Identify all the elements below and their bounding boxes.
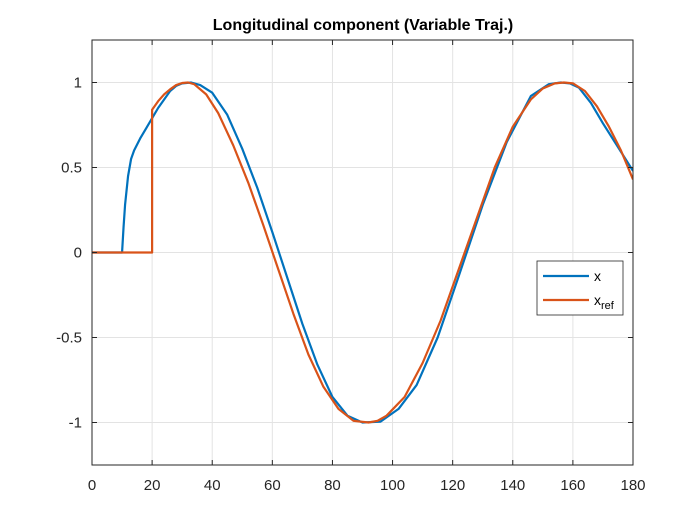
- series-line-x-ref: [92, 81, 633, 424]
- legend: x xref: [536, 260, 624, 316]
- legend-label-x: x: [594, 268, 601, 284]
- tick-labels: 0 20 40 60 80 100 120 140 160 180 -1 -0.5 0 0.5 1: [56, 75, 645, 495]
- x-tick-label-4: 80: [324, 477, 341, 494]
- x-tick-label-2: 40: [204, 477, 221, 494]
- x-tick-label-8: 160: [560, 477, 585, 494]
- y-tick-label-1: -0.5: [56, 330, 82, 347]
- legend-box: [536, 260, 624, 316]
- series-group: [92, 81, 633, 424]
- legend-label-x-ref: xref: [594, 292, 615, 312]
- x-tick-label-7: 140: [500, 477, 525, 494]
- x-tick-label-6: 120: [440, 477, 465, 494]
- x-tick-label-1: 20: [144, 477, 161, 494]
- y-tick-label-0: -1: [69, 415, 82, 432]
- y-tick-label-3: 0.5: [61, 160, 82, 177]
- x-tick-label-0: 0: [88, 477, 96, 494]
- chart-title: Longitudinal component (Variable Traj.): [213, 17, 513, 34]
- x-tick-label-3: 60: [264, 477, 281, 494]
- x-tick-label-9: 180: [620, 477, 645, 494]
- x-tick-label-5: 100: [380, 477, 405, 494]
- y-tick-label-4: 1: [74, 75, 82, 92]
- y-tick-label-2: 0: [74, 245, 82, 262]
- tick-marks: [91, 40, 634, 465]
